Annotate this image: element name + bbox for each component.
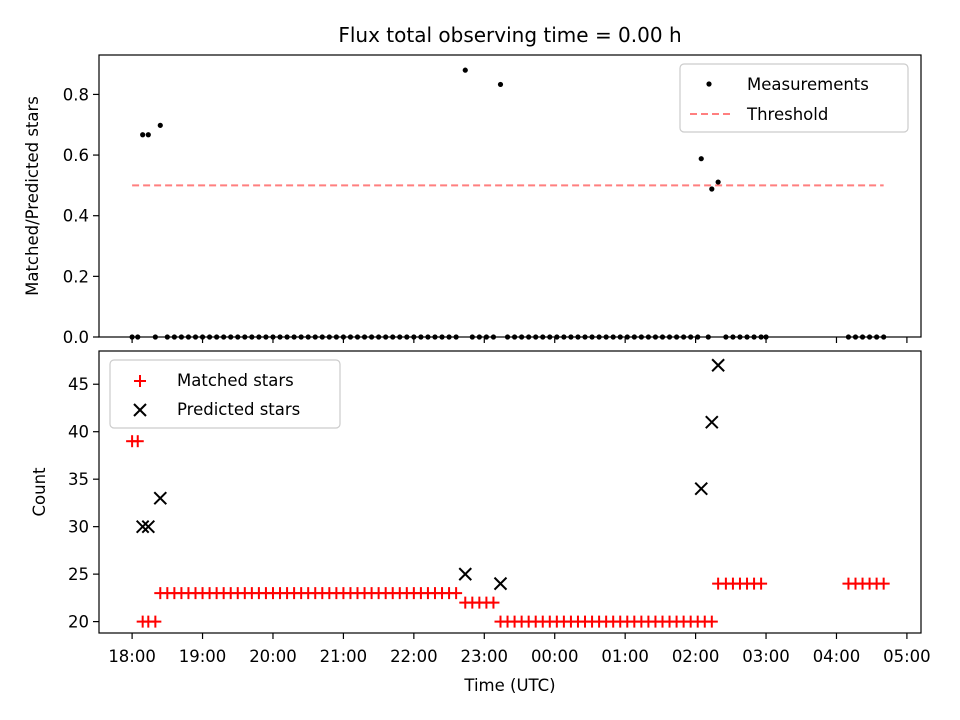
- matched-point: [149, 615, 162, 628]
- x-tick-label: 03:00: [742, 647, 790, 666]
- legend-label-measurements: Measurements: [747, 75, 869, 94]
- bottom-x-ticks: 18:00 19:00 20:00 21:00 22:00 23:00 00:00 01:00…: [108, 633, 931, 666]
- predicted-point: [493, 576, 508, 591]
- bottom-axes-frame: [98, 350, 922, 634]
- measurement-point: [145, 132, 151, 138]
- legend-marker-matched: [134, 375, 146, 387]
- x-tick-label: 22:00: [390, 647, 438, 666]
- top-y-tick-label: 0.2: [63, 267, 89, 286]
- measurement-point: [157, 122, 163, 128]
- bottom-legend: Matched stars Predicted stars: [109, 359, 341, 429]
- bottom-y-tick-label: 20: [68, 613, 89, 632]
- bottom-y-axis-label: Count: [30, 467, 49, 517]
- top-y-tick-label: 0.8: [63, 85, 89, 104]
- x-tick-label: 02:00: [672, 647, 720, 666]
- legend-label-predicted: Predicted stars: [177, 400, 300, 419]
- predicted-point: [135, 519, 150, 534]
- bottom-y-tick-label: 25: [68, 565, 89, 584]
- bottom-legend-box: [109, 359, 341, 429]
- matched-point: [131, 435, 144, 448]
- bottom-y-tick-label: 30: [68, 518, 89, 537]
- x-tick-label: 05:00: [883, 647, 931, 666]
- measurement-point: [140, 132, 146, 138]
- predicted-point: [705, 415, 719, 429]
- chart-title: Flux total observing time = 0.00 h: [338, 23, 681, 47]
- bottom-y-tick-label: 40: [68, 423, 89, 442]
- x-tick-label: 20:00: [249, 647, 297, 666]
- top-panel: 0.00.20.40.60.8 Matched/Predicted stars …: [23, 54, 922, 347]
- x-axis-label: Time (UTC): [463, 676, 555, 695]
- top-y-tick-label: 0.0: [63, 328, 89, 347]
- matched-point: [705, 615, 718, 628]
- x-tick-label: 01:00: [601, 647, 649, 666]
- bottom-y-tick-label: 35: [68, 470, 89, 489]
- matched-point: [877, 577, 890, 590]
- top-y-axis-label: Matched/Predicted stars: [23, 96, 42, 296]
- top-legend-box: [679, 63, 909, 133]
- legend-marker-predicted: [133, 403, 147, 417]
- predicted-point: [694, 481, 708, 496]
- bottom-series: [126, 358, 890, 628]
- top-axes-frame: [98, 54, 922, 338]
- x-tick-label: 04:00: [813, 647, 861, 666]
- x-tick-label: 23:00: [461, 647, 509, 666]
- x-tick-label: 00:00: [531, 647, 579, 666]
- predicted-point: [153, 491, 167, 505]
- measurement-point: [462, 67, 468, 73]
- bottom-panel: 20 25 30 35 40 45 18:00 19:00 20:00 21:00 22:00 23…: [30, 350, 931, 695]
- top-legend: Measurements Threshold: [679, 63, 909, 133]
- matched-point: [450, 587, 463, 600]
- x-tick-label: 18:00: [108, 647, 156, 666]
- x-tick-label: 21:00: [320, 647, 368, 666]
- measurement-point: [715, 179, 721, 185]
- top-y-tick-label: 0.4: [63, 207, 89, 226]
- legend-marker-measurements: [706, 81, 712, 87]
- predicted-point: [141, 519, 156, 534]
- predicted-point: [458, 567, 472, 581]
- bottom-y-tick-label: 45: [68, 375, 89, 394]
- legend-label-threshold: Threshold: [746, 105, 828, 124]
- measurement-point: [709, 186, 715, 192]
- matched-point: [755, 577, 768, 590]
- top-y-ticks: 0.0 0.2 0.4 0.6 0.8: [63, 85, 99, 347]
- top-y-tick-label: 0.6: [63, 146, 89, 165]
- matched-point: [487, 596, 500, 609]
- measurement-point: [497, 81, 504, 88]
- x-tick-label: 19:00: [179, 647, 227, 666]
- legend-label-matched: Matched stars: [177, 371, 294, 390]
- predicted-point: [711, 358, 725, 372]
- bottom-y-ticks: 20 25 30 35 40 45: [68, 375, 99, 632]
- measurement-point: [698, 156, 704, 162]
